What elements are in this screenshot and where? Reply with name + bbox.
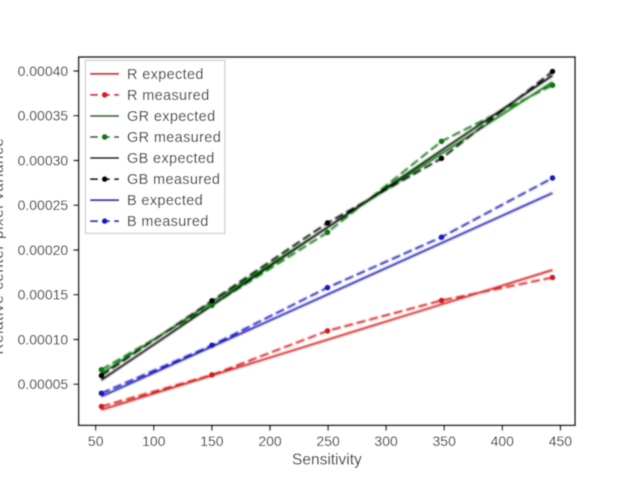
svg-text:GB measured: GB measured: [127, 172, 220, 188]
svg-text:150: 150: [200, 433, 224, 449]
svg-text:0.00010: 0.00010: [18, 332, 69, 348]
svg-text:300: 300: [374, 433, 398, 449]
svg-text:0.00040: 0.00040: [18, 63, 69, 79]
svg-text:0.00035: 0.00035: [18, 108, 69, 124]
svg-text:Relative center pixel variance: Relative center pixel variance: [0, 138, 7, 355]
svg-text:Sensitivity: Sensitivity: [292, 452, 362, 469]
svg-text:200: 200: [258, 433, 282, 449]
svg-text:0.00030: 0.00030: [18, 153, 69, 169]
svg-text:350: 350: [433, 433, 457, 449]
svg-text:100: 100: [142, 433, 166, 449]
svg-text:GB expected: GB expected: [127, 151, 215, 167]
svg-text:250: 250: [316, 433, 340, 449]
svg-text:GR expected: GR expected: [127, 109, 215, 125]
svg-text:B measured: B measured: [127, 214, 209, 230]
svg-text:0.00015: 0.00015: [18, 287, 69, 303]
svg-text:0.00020: 0.00020: [18, 242, 69, 258]
svg-text:0.00005: 0.00005: [18, 376, 69, 392]
svg-text:R expected: R expected: [127, 67, 204, 83]
svg-text:R measured: R measured: [127, 88, 209, 104]
svg-text:400: 400: [491, 433, 515, 449]
svg-text:GR measured: GR measured: [127, 130, 221, 146]
svg-text:B expected: B expected: [127, 193, 203, 209]
svg-text:450: 450: [549, 433, 573, 449]
svg-text:50: 50: [88, 433, 104, 449]
svg-text:0.00025: 0.00025: [18, 197, 69, 213]
